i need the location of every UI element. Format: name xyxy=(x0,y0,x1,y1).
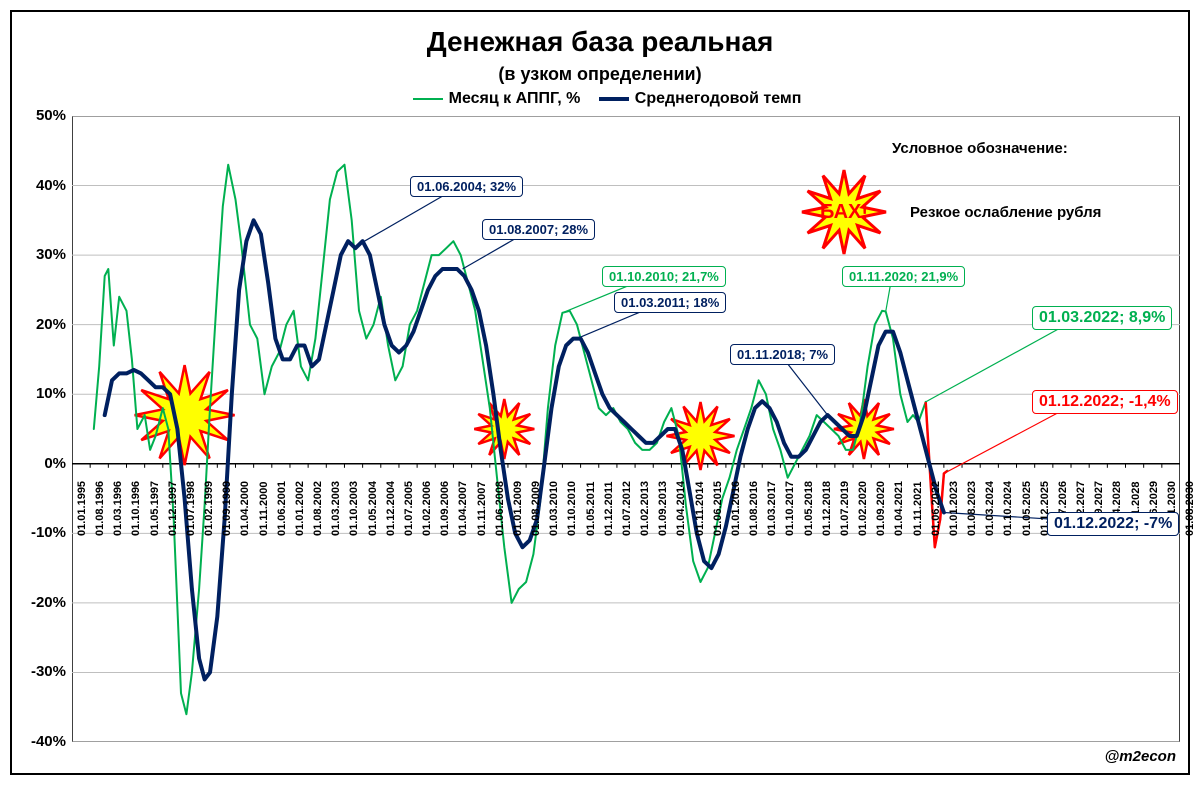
y-tick-label: 50% xyxy=(18,107,66,124)
x-tick-label: 01.08.2009 xyxy=(530,481,542,536)
x-tick-label: 01.09.1999 xyxy=(221,481,233,536)
x-tick-label: 01.02.1999 xyxy=(203,481,215,536)
x-tick-label: 01.04.2007 xyxy=(457,481,469,536)
legend-burst-label: БАХ! xyxy=(820,201,868,224)
y-tick-label: 10% xyxy=(18,385,66,402)
x-tick-label: 01.05.1997 xyxy=(149,481,161,536)
x-tick-label: 01.12.1997 xyxy=(167,481,179,536)
y-tick-label: -10% xyxy=(18,524,66,541)
x-tick-label: 01.10.2024 xyxy=(1002,481,1014,536)
x-tick-label: 01.08.2023 xyxy=(966,481,978,536)
x-tick-label: 01.06.2015 xyxy=(712,481,724,536)
x-tick-label: 01.05.2018 xyxy=(803,481,815,536)
x-tick-label: 01.11.2000 xyxy=(258,481,270,535)
x-tick-label: 01.06.2022 xyxy=(930,481,942,536)
x-tick-label: 01.03.1996 xyxy=(112,481,124,536)
x-tick-label: 01.01.2016 xyxy=(730,481,742,536)
data-callout: 01.10.2010; 21,7% xyxy=(602,266,726,287)
x-tick-label: 01.12.2011 xyxy=(603,481,615,535)
x-tick-label: 01.07.2005 xyxy=(403,481,415,536)
data-callout: 01.08.2007; 28% xyxy=(482,219,595,240)
x-tick-label: 01.06.2008 xyxy=(494,481,506,536)
x-tick-label: 01.04.2000 xyxy=(239,481,251,536)
x-tick-label: 01.05.2025 xyxy=(1021,481,1033,536)
legend-note-heading: Условное обозначение: xyxy=(892,140,1068,157)
y-tick-label: 20% xyxy=(18,316,66,333)
x-tick-label: 01.11.2021 xyxy=(912,481,924,535)
x-tick-label: 01.09.2020 xyxy=(875,481,887,536)
data-callout: 01.03.2022; 8,9% xyxy=(1032,306,1172,330)
x-tick-label: 01.08.2002 xyxy=(312,481,324,536)
chart-subtitle: (в узком определении) xyxy=(12,64,1188,85)
y-tick-label: 0% xyxy=(18,455,66,472)
x-tick-label: 01.04.2014 xyxy=(675,481,687,536)
x-tick-label: 01.05.2004 xyxy=(367,481,379,536)
x-tick-label: 01.12.2004 xyxy=(385,481,397,536)
data-callout: 01.12.2022; -1,4% xyxy=(1032,390,1178,414)
y-tick-label: -30% xyxy=(18,663,66,680)
x-tick-label: 01.05.2011 xyxy=(585,481,597,535)
legend-label-2: Среднегодовой темп xyxy=(635,90,802,107)
x-tick-label: 01.11.2007 xyxy=(476,481,488,535)
x-tick-label: 01.01.1995 xyxy=(76,481,88,536)
x-tick-label: 01.04.2021 xyxy=(893,481,905,536)
x-tick-label: 01.10.2010 xyxy=(566,481,578,536)
x-tick-label: 01.08.1996 xyxy=(94,481,106,536)
x-tick-label: 01.03.2024 xyxy=(984,481,996,536)
chart-frame: Денежная база реальная (в узком определе… xyxy=(10,10,1190,775)
x-tick-label: 01.10.2017 xyxy=(784,481,796,536)
x-tick-label: 01.02.2020 xyxy=(857,481,869,536)
y-tick-label: 40% xyxy=(18,177,66,194)
series-line xyxy=(105,220,944,679)
legend-swatch-1 xyxy=(413,98,443,100)
data-callout: 01.12.2022; -7% xyxy=(1047,512,1179,536)
x-tick-label: 01.03.2017 xyxy=(766,481,778,536)
x-tick-label: 01.02.2006 xyxy=(421,481,433,536)
x-tick-label: 01.11.2014 xyxy=(694,481,706,535)
data-callout: 01.03.2011; 18% xyxy=(614,292,726,313)
x-tick-label: 01.10.1996 xyxy=(130,481,142,536)
y-tick-label: -40% xyxy=(18,733,66,750)
burst-icon xyxy=(474,399,534,459)
attribution: @m2econ xyxy=(1105,748,1176,765)
x-tick-label: 01.06.2001 xyxy=(276,481,288,536)
x-tick-label: 01.10.2003 xyxy=(348,481,360,536)
x-tick-label: 01.08.2016 xyxy=(748,481,760,536)
x-tick-label: 01.03.2003 xyxy=(330,481,342,536)
legend-label-1: Месяц к АППГ, % xyxy=(449,90,581,107)
legend-swatch-2 xyxy=(599,97,629,101)
legend-note-desc: Резкое ослабление рубля xyxy=(910,204,1101,221)
x-tick-label: 01.09.2013 xyxy=(657,481,669,536)
data-callout: 01.06.2004; 32% xyxy=(410,176,523,197)
chart-title: Денежная база реальная xyxy=(12,26,1188,58)
x-tick-label: 01.07.2012 xyxy=(621,481,633,536)
x-tick-label: 01.12.2018 xyxy=(821,481,833,536)
x-tick-label: 01.07.1998 xyxy=(185,481,197,536)
y-tick-label: -20% xyxy=(18,594,66,611)
data-callout: 01.11.2020; 21,9% xyxy=(842,266,965,287)
x-tick-label: 01.01.2002 xyxy=(294,481,306,536)
x-tick-label: 01.03.2010 xyxy=(548,481,560,536)
x-tick-label: 01.02.2013 xyxy=(639,481,651,536)
x-tick-label: 01.01.2009 xyxy=(512,481,524,536)
x-tick-label: 01.08.2030 xyxy=(1184,481,1196,536)
x-tick-label: 01.07.2019 xyxy=(839,481,851,536)
chart-legend: Месяц к АППГ, % Среднегодовой темп xyxy=(12,90,1188,108)
y-tick-label: 30% xyxy=(18,246,66,263)
data-callout: 01.11.2018; 7% xyxy=(730,344,835,365)
x-tick-label: 01.01.2023 xyxy=(948,481,960,536)
x-tick-label: 01.09.2006 xyxy=(439,481,451,536)
